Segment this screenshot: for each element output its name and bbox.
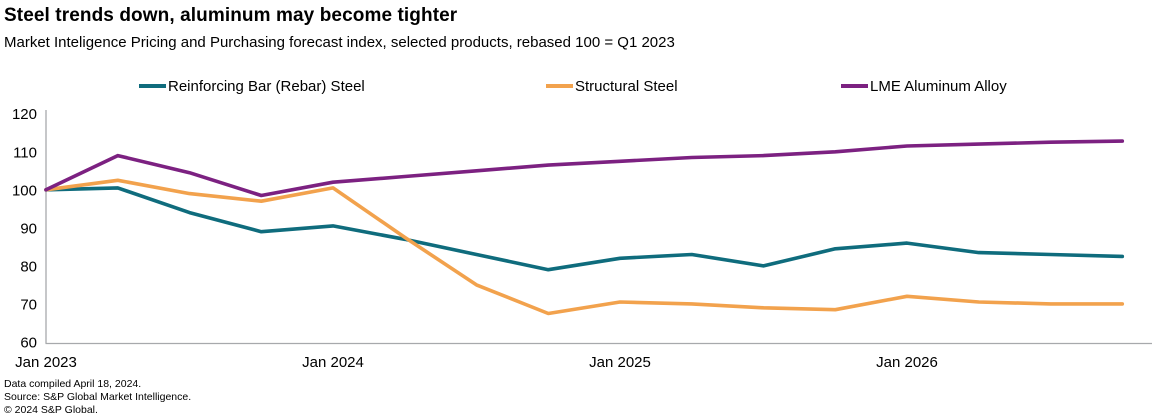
y-axis-tick-label: 120 <box>12 106 37 123</box>
legend-label-structural-steel: Structural Steel <box>575 77 678 95</box>
y-axis-tick-label: 70 <box>20 296 37 313</box>
legend-swatch-rebar-steel-icon <box>139 84 166 88</box>
legend-label-rebar-steel: Reinforcing Bar (Rebar) Steel <box>168 77 365 95</box>
y-axis-tick-label: 90 <box>20 220 37 237</box>
footnote-source: Source: S&P Global Market Intelligence. <box>4 391 192 403</box>
chart-subtitle: Market Inteligence Pricing and Purchasin… <box>4 34 675 51</box>
y-axis-tick-label: 80 <box>20 258 37 275</box>
series-line-reinforcing-bar-rebar-steel <box>44 186 1125 272</box>
legend-swatch-lme-aluminum-icon <box>841 84 868 88</box>
x-axis-tick-label: Jan 2023 <box>15 354 77 371</box>
source-note: Data compiled April 18, 2024. Source: S&… <box>4 378 191 417</box>
y-axis-tick-label: 100 <box>12 182 37 199</box>
x-axis-tick-label: Jan 2026 <box>876 354 938 371</box>
x-axis-tick-label: Jan 2024 <box>302 354 364 371</box>
legend-label-lme-aluminum: LME Aluminum Alloy <box>870 77 1007 95</box>
footnote-compiled: Data compiled April 18, 2024. <box>4 378 142 390</box>
series-line-lme-aluminum-alloy <box>44 139 1125 198</box>
y-axis-tick-label: 60 <box>20 335 37 352</box>
legend-swatch-structural-steel-icon <box>546 84 573 88</box>
footnote-copyright: © 2024 S&P Global. <box>4 404 98 416</box>
legend-item-structural-steel: Structural Steel <box>546 77 678 95</box>
y-axis-tick-label: 110 <box>13 144 37 161</box>
chart-title: Steel trends down, aluminum may become t… <box>4 5 458 26</box>
legend-item-rebar-steel: Reinforcing Bar (Rebar) Steel <box>139 77 365 95</box>
series-line-structural-steel <box>44 178 1125 316</box>
x-axis-tick-label: Jan 2025 <box>589 354 651 371</box>
legend-item-lme-aluminum: LME Aluminum Alloy <box>841 77 1007 95</box>
